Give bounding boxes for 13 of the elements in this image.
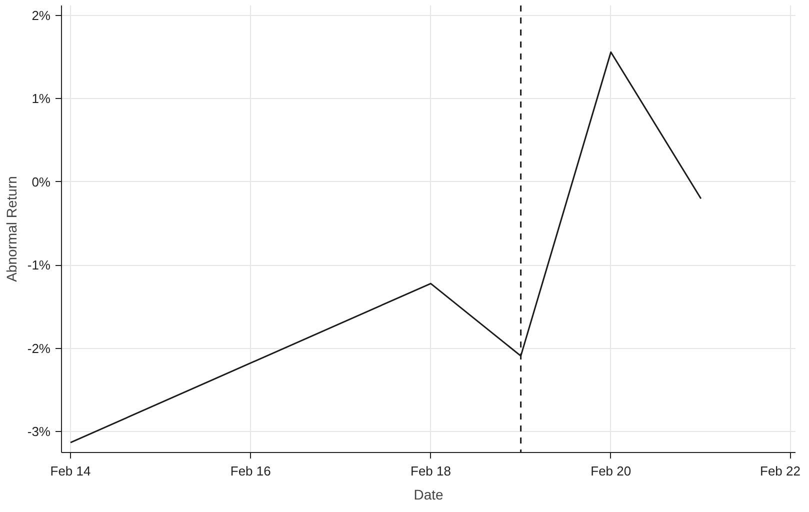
y-tick-label: 2% xyxy=(32,8,51,23)
x-tick-label: Feb 16 xyxy=(230,464,271,478)
x-tick-label: Feb 22 xyxy=(760,464,801,478)
y-tick-label: -1% xyxy=(27,258,51,273)
y-axis-title: Abnormal Return xyxy=(3,176,20,282)
y-tick-label: 0% xyxy=(32,174,51,190)
x-tick-label: Feb 20 xyxy=(590,464,632,478)
y-tick-label: -2% xyxy=(27,340,51,356)
y-tick-label: -3% xyxy=(27,424,51,440)
x-tick-label: Feb 18 xyxy=(410,464,451,478)
x-tick-label: Feb 14 xyxy=(50,464,91,478)
x-axis-title: Date xyxy=(414,486,444,502)
y-tick-label: 1% xyxy=(32,91,51,106)
